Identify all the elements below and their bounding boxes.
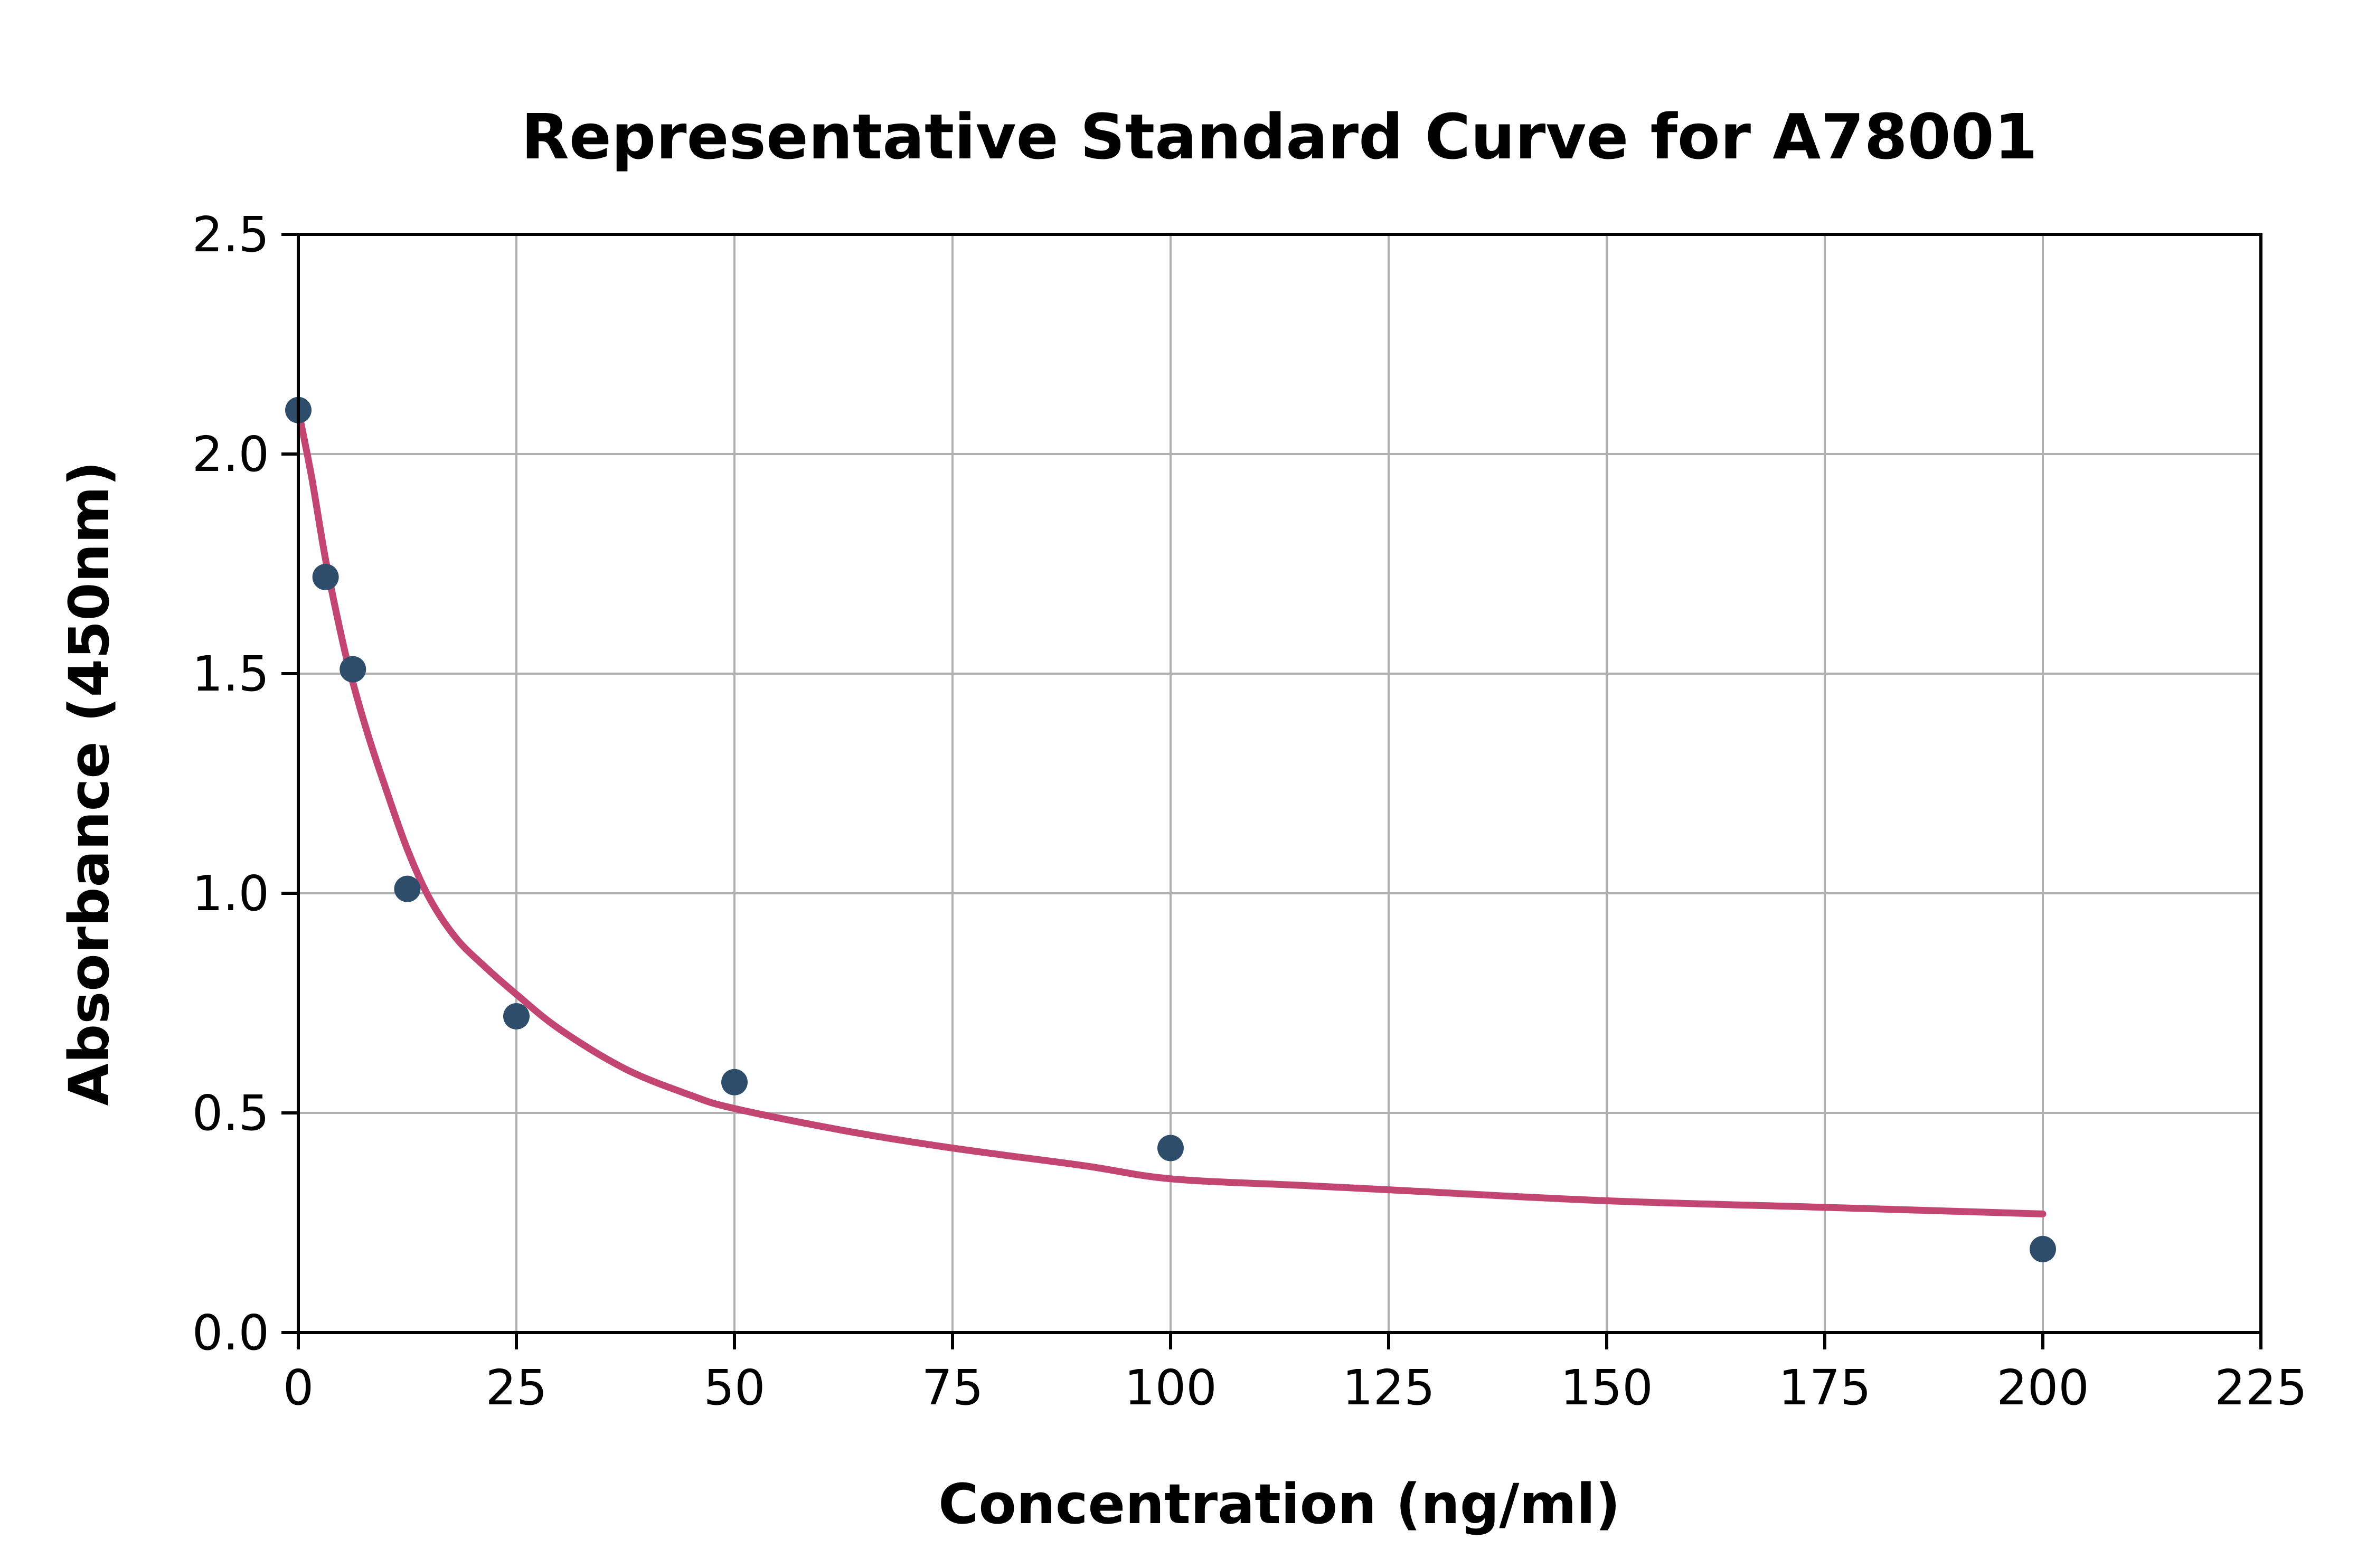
data-points <box>285 396 2056 1262</box>
data-point <box>340 656 366 683</box>
y-axis-label: Absorbance (450nm) <box>57 461 121 1106</box>
data-point <box>312 563 339 590</box>
x-tick-label: 100 <box>1124 1359 1217 1416</box>
plot-border <box>297 233 2262 1334</box>
x-tick-label: 25 <box>485 1359 547 1416</box>
y-tick-label: 1.5 <box>192 646 269 702</box>
x-tick-label: 125 <box>1342 1359 1435 1416</box>
x-tick-label: 175 <box>1778 1359 1871 1416</box>
x-tick-label: 0 <box>283 1359 314 1416</box>
data-point <box>503 1003 530 1029</box>
y-tick-label: 2.0 <box>192 426 269 483</box>
x-tick-label: 225 <box>2214 1359 2307 1416</box>
fit-curve-line <box>295 407 2047 1217</box>
x-axis-label: Concentration (ng/ml) <box>938 1472 1620 1536</box>
y-tick-label: 1.0 <box>192 865 269 922</box>
x-tick-label: 200 <box>1996 1359 2089 1416</box>
chart-title: Representative Standard Curve for A78001 <box>521 100 2038 173</box>
x-tick-label: 50 <box>703 1359 765 1416</box>
x-tick-label: 75 <box>921 1359 983 1416</box>
data-point <box>394 875 421 902</box>
y-tick-label: 2.5 <box>192 206 269 263</box>
y-tick-label: 0.5 <box>192 1085 269 1141</box>
x-tick-label: 150 <box>1560 1359 1653 1416</box>
y-tick-label: 0.0 <box>192 1305 269 1361</box>
data-point <box>2030 1235 2056 1262</box>
data-point <box>721 1069 748 1095</box>
axis-ticks-and-tick-labels: 0 25 50 75 100 125 150 175 200 225 0.0 0.5 1.0 1.5 2.0… <box>192 206 2307 1416</box>
gridlines <box>298 234 2261 1333</box>
data-point <box>1157 1135 1184 1161</box>
